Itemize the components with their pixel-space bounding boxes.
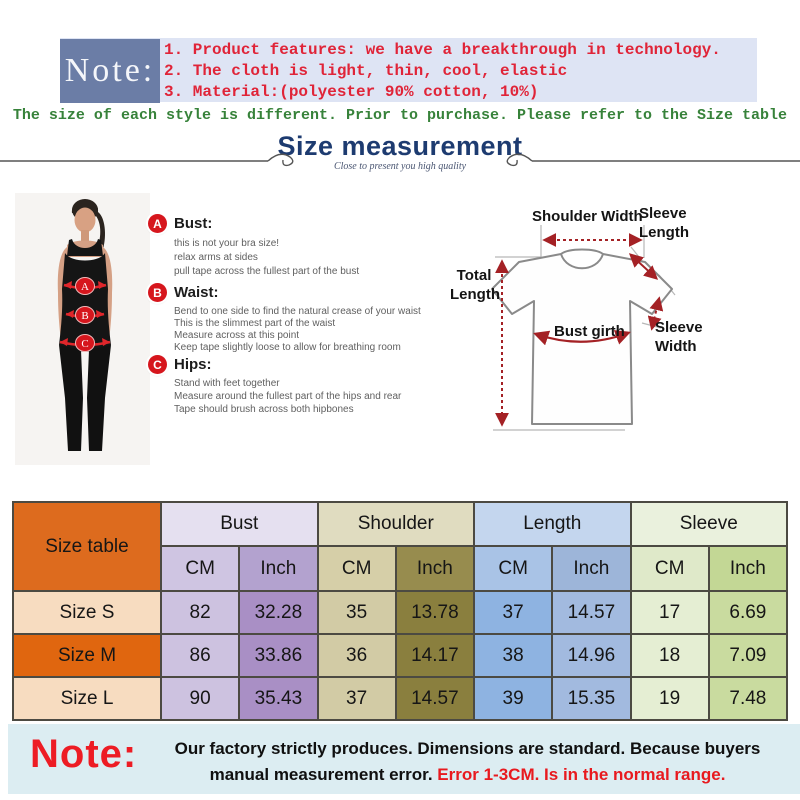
cell: 15.35	[551, 676, 632, 721]
cell: 37	[316, 676, 397, 721]
unit-shoulder-inch: Inch	[394, 545, 476, 592]
sleeve-length-label: Sleeve Length	[639, 205, 689, 241]
waist-line-2: This is the slimmest part of the waist	[174, 318, 336, 329]
bust-line-3: pull tape across the fullest part of the…	[174, 266, 360, 277]
bust-line-1: this is not your bra size!	[174, 238, 280, 249]
cell: 14.17	[394, 633, 476, 678]
size-table: Size table Bust Shoulder Length Sleeve C…	[12, 501, 789, 721]
cell: 36	[316, 633, 397, 678]
top-note-strip	[60, 38, 757, 102]
bust-title: Bust:	[174, 215, 213, 232]
bottom-note-panel	[8, 724, 800, 794]
bust-line-2: relax arms at sides	[174, 252, 258, 263]
bottom-note-label: Note:	[30, 732, 138, 776]
figure-markers: A B C	[75, 277, 95, 352]
top-note-box: Note:	[60, 39, 160, 103]
top-note-label: Note:	[64, 52, 156, 89]
cell: 82	[159, 590, 241, 635]
waist-line-1: Bend to one side to find the natural cre…	[174, 306, 421, 317]
group-header-sleeve: Sleeve	[629, 501, 788, 547]
table-row-size-l: Size L 90 35.43 37 14.57 39 15.35 19 7.4…	[12, 676, 789, 721]
cell: 14.96	[551, 633, 632, 678]
sleeve-width-label: Sleeve Width	[655, 319, 703, 355]
figure-head	[74, 207, 96, 233]
cell: 33.86	[238, 633, 319, 678]
size-notice: The size of each style is different. Pri…	[12, 107, 788, 124]
marker-a-badge: A	[148, 214, 167, 233]
cell: 14.57	[394, 676, 476, 721]
hips-title: Hips:	[174, 356, 212, 373]
row-label: Size S	[12, 590, 162, 635]
cell: 14.57	[551, 590, 632, 635]
group-header-bust: Bust	[160, 501, 319, 547]
figure-leggings	[59, 345, 83, 451]
row-label: Size M	[12, 633, 162, 678]
figure-camisole	[59, 253, 111, 352]
bottom-note-black: Our factory strictly produces. Dimension…	[174, 739, 761, 784]
unit-length-cm: CM	[472, 545, 554, 592]
hips-line-3: Tape should brush across both hipbones	[174, 404, 354, 415]
unit-sleeve-inch: Inch	[707, 545, 789, 592]
bottom-note-red: Error 1-3CM. Is in the normal range.	[437, 765, 726, 784]
cell: 19	[629, 676, 710, 721]
svg-text:C: C	[81, 338, 88, 350]
cell: 7.09	[707, 633, 789, 678]
svg-text:A: A	[81, 281, 89, 293]
unit-bust-inch: Inch	[238, 545, 319, 592]
group-header-length: Length	[473, 501, 632, 547]
cell: 35.43	[238, 676, 319, 721]
waist-line-3: Measure across at this point	[174, 330, 300, 341]
total-length-label: Total Length	[450, 267, 500, 303]
table-row-size-m: Size M 86 33.86 36 14.17 38 14.96 18 7.0…	[12, 633, 789, 678]
unit-sleeve-cm: CM	[629, 545, 710, 592]
cell: 6.69	[707, 590, 789, 635]
cell: 32.28	[238, 590, 319, 635]
cell: 17	[629, 590, 710, 635]
shoulder-width-label: Shoulder Width	[532, 208, 643, 225]
waist-title: Waist:	[174, 284, 219, 301]
cell: 39	[472, 676, 554, 721]
unit-bust-cm: CM	[159, 545, 241, 592]
cell: 38	[472, 633, 554, 678]
section-subtitle: Close to present you high quality	[333, 161, 467, 172]
hips-line-1: Stand with feet together	[174, 378, 280, 389]
cell: 35	[316, 590, 397, 635]
bust-girth-label: Bust girth	[554, 323, 625, 340]
cell: 86	[159, 633, 241, 678]
cell: 37	[472, 590, 554, 635]
feature-line-1: 1. Product features: we have a breakthro…	[164, 41, 721, 59]
unit-shoulder-cm: CM	[316, 545, 397, 592]
unit-length-inch: Inch	[551, 545, 632, 592]
feature-line-2: 2. The cloth is light, thin, cool, elast…	[164, 62, 568, 80]
cell: 7.48	[707, 676, 789, 721]
hips-line-2: Measure around the fullest part of the h…	[174, 391, 402, 402]
cell: 90	[159, 676, 241, 721]
group-header-shoulder: Shoulder	[316, 501, 475, 547]
diagram-arrows	[495, 233, 664, 427]
model-photo: A B C	[15, 193, 150, 465]
cell: 18	[629, 633, 710, 678]
section-title: Size measurement	[277, 131, 523, 161]
svg-text:B: B	[81, 310, 88, 322]
feature-line-3: 3. Material:(polyester 90% cotton, 10%)	[164, 83, 539, 101]
bottom-note-text: Our factory strictly produces. Dimension…	[165, 736, 770, 788]
tshirt-diagram	[491, 225, 676, 431]
size-table-corner: Size table	[12, 501, 162, 592]
cell: 13.78	[394, 590, 476, 635]
flourish-decoration	[0, 153, 800, 167]
row-label: Size L	[12, 676, 162, 721]
waist-line-4: Keep tape slightly loose to allow for br…	[174, 342, 401, 353]
marker-c-badge: C	[148, 355, 167, 374]
table-row-size-s: Size S 82 32.28 35 13.78 37 14.57 17 6.6…	[12, 590, 789, 635]
marker-b-badge: B	[148, 283, 167, 302]
